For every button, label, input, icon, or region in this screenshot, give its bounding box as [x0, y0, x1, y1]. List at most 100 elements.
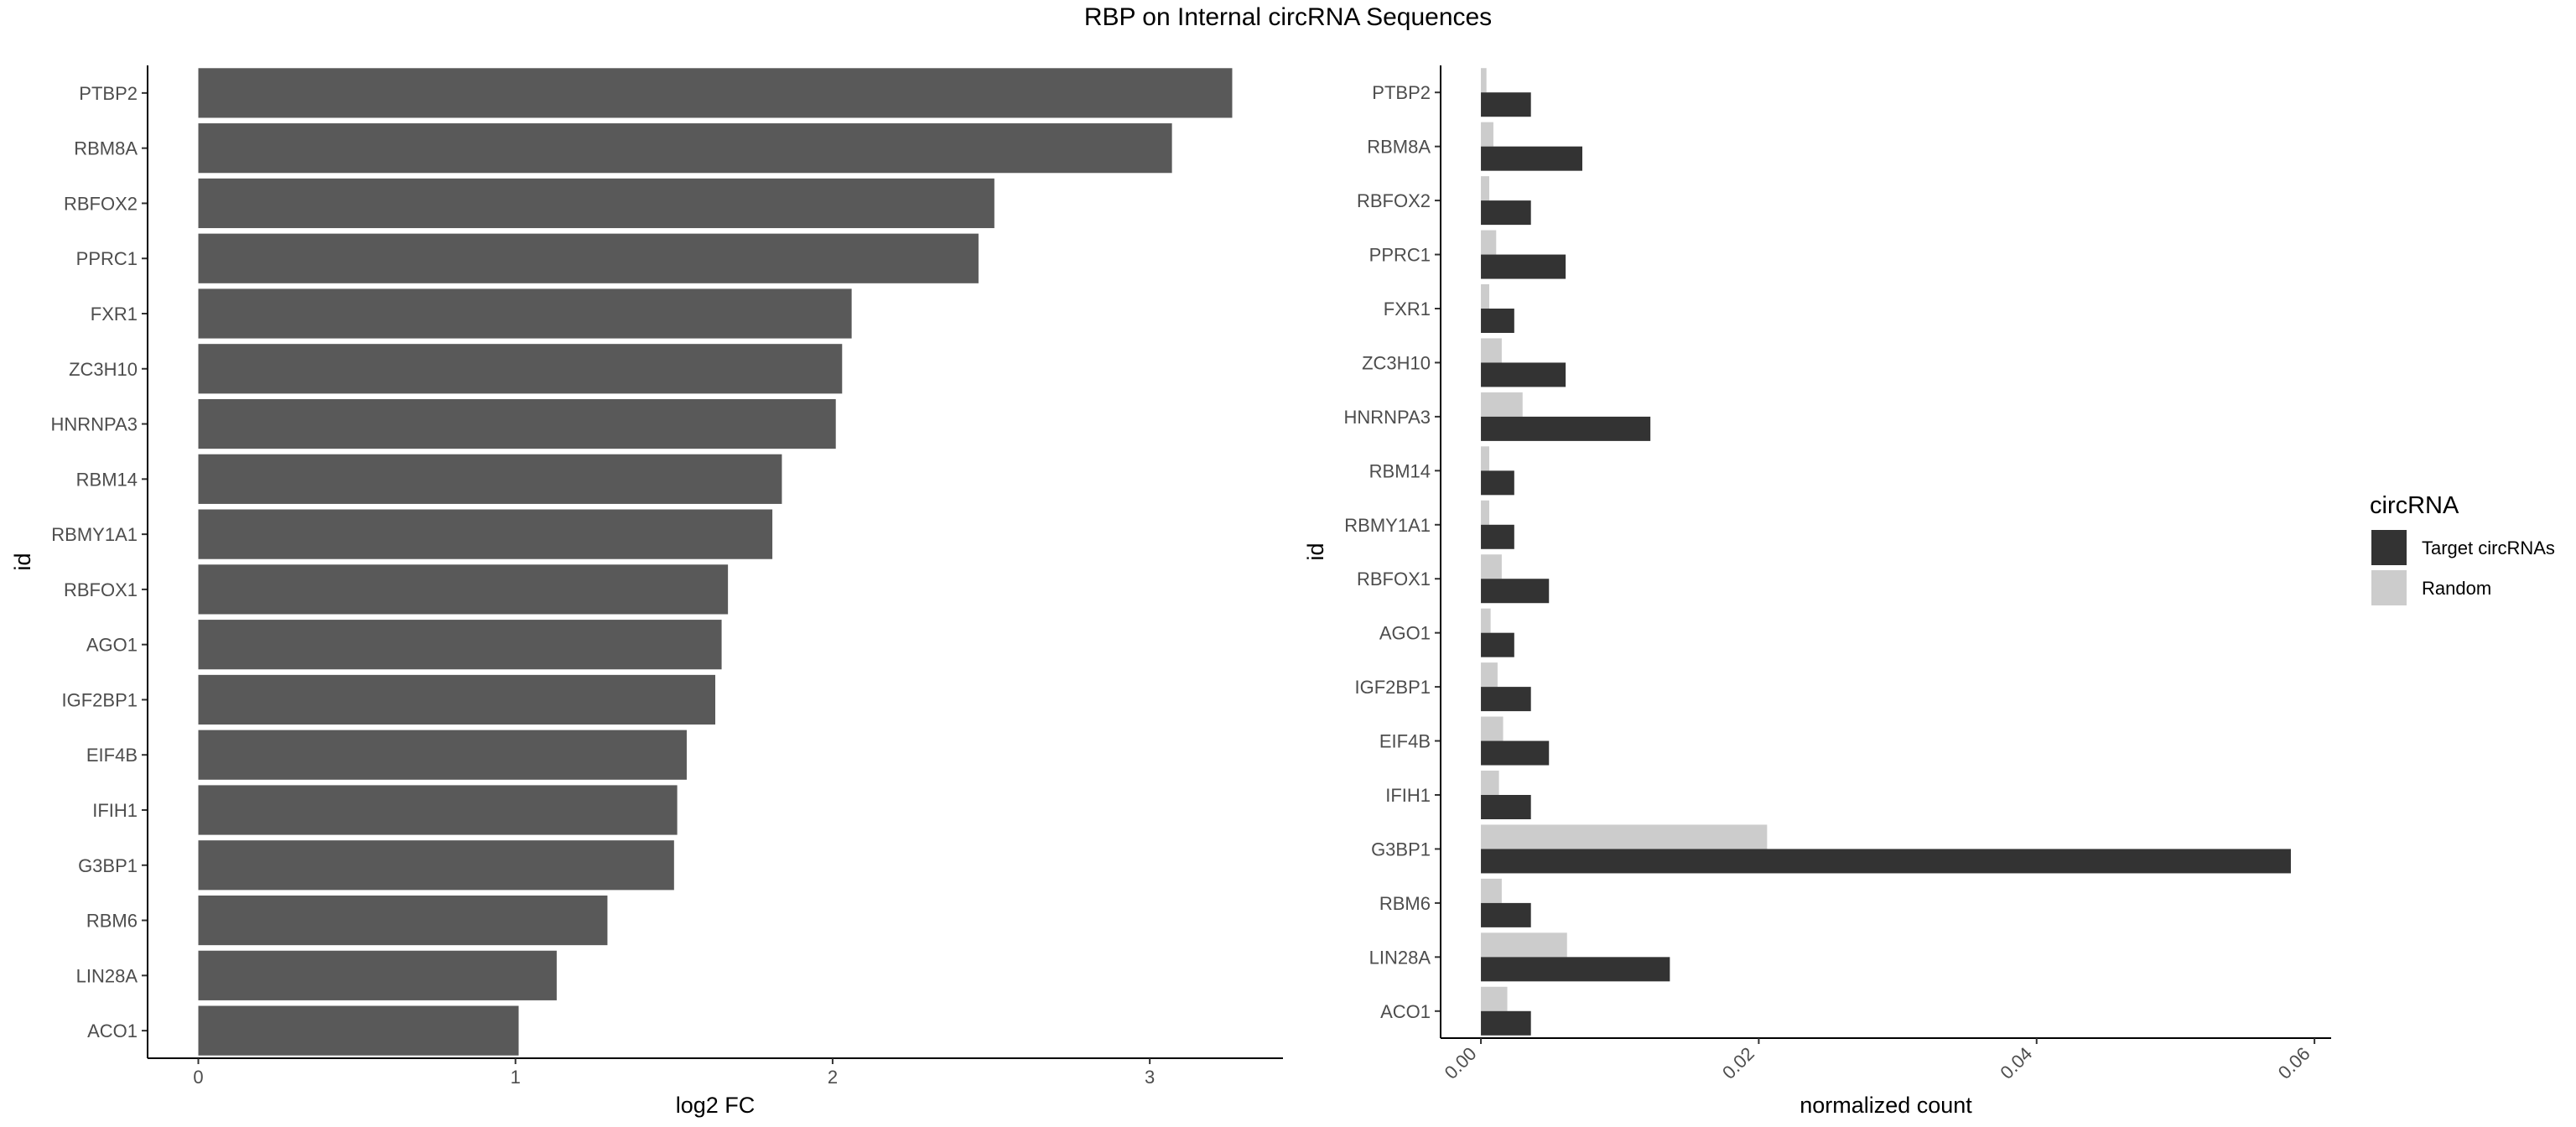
y-tick-label: HNRNPA3 [1343, 407, 1431, 428]
y-tick-label: G3BP1 [1371, 839, 1431, 860]
bar-target-aco1 [1481, 1010, 1531, 1036]
bar-random-ago1 [1481, 608, 1491, 633]
legend-swatch-random [2371, 570, 2407, 605]
y-tick-label: EIF4B [86, 745, 138, 766]
y-tick-label: LIN28A [76, 965, 138, 986]
bar-random-hnrnpa3 [1481, 392, 1523, 417]
bar-target-rbmy1a1 [1481, 524, 1514, 549]
bar-target-pprc1 [1481, 254, 1566, 279]
bar-fxr1 [198, 288, 852, 339]
bar-target-fxr1 [1481, 309, 1514, 333]
y-tick-label: PPRC1 [1369, 245, 1431, 266]
y-axis-title: id [10, 553, 35, 570]
normalized-count-panel: PTBP2 RBM8A RBFOX2 PPRC1 FXR1 ZC3H10 HNRNPA3 RB… [1303, 65, 2331, 1118]
bar-target-ago1 [1481, 632, 1514, 657]
y-tick-label: ACO1 [87, 1021, 138, 1041]
y-axis-title: id [1303, 543, 1328, 560]
bar-lin28a [198, 950, 557, 1000]
bar-target-ifih1 [1481, 795, 1531, 819]
y-tick-label: EIF4B [1379, 731, 1431, 752]
bar-random-igf2bp1 [1481, 662, 1498, 688]
bar-rbm14 [198, 454, 782, 504]
bar-target-rbfox1 [1481, 579, 1550, 604]
x-tick-label: 3 [1145, 1067, 1155, 1088]
y-tick-label: RBM14 [1369, 460, 1431, 481]
bar-igf2bp1 [198, 674, 715, 725]
x-tick-label: 0.02 [1718, 1043, 1758, 1083]
y-tick-label: AGO1 [86, 635, 138, 656]
y-tick-label: RBFOX1 [64, 579, 138, 600]
y-tick-label: RBFOX2 [1357, 190, 1431, 211]
y-tick-label: RBM14 [76, 469, 138, 490]
y-tick-label: HNRNPA3 [50, 414, 138, 435]
y-tick-label: PPRC1 [76, 248, 138, 269]
bar-random-ifih1 [1481, 771, 1499, 795]
bar-rbm6 [198, 895, 608, 946]
y-tick-label: FXR1 [1384, 299, 1431, 319]
bar-random-eif4b [1481, 716, 1504, 741]
bar-target-eif4b [1481, 740, 1550, 766]
y-tick-label: LIN28A [1369, 947, 1431, 968]
legend-swatch-target-circrnas [2371, 530, 2407, 565]
x-tick-label: 0 [193, 1067, 203, 1088]
bar-hnrnpa3 [198, 398, 836, 449]
y-tick-label: RBM8A [74, 138, 138, 159]
y-tick-label: RBMY1A1 [51, 524, 138, 545]
x-axis-title: log2 FC [676, 1093, 756, 1118]
legend-label-random: Random [2422, 578, 2491, 599]
bar-rbfox1 [198, 564, 729, 615]
bar-random-rbm6 [1481, 878, 1502, 903]
y-tick-label: RBFOX2 [64, 193, 138, 214]
page-title: RBP on Internal circRNA Sequences [1083, 3, 1493, 31]
bar-random-pprc1 [1481, 230, 1497, 255]
log2fc-panel: PTBP2 RBM8A RBFOX2 PPRC1 FXR1 ZC3H10 HNRNPA3 RB… [10, 65, 1283, 1118]
bar-target-rbm8a [1481, 146, 1582, 171]
y-tick-label: RBM6 [1379, 893, 1431, 914]
bar-target-ptbp2 [1481, 92, 1531, 117]
y-tick-label: RBM8A [1367, 137, 1431, 158]
bar-g3bp1 [198, 840, 674, 891]
x-tick-label: 0.00 [1441, 1043, 1481, 1083]
bar-random-rbfox2 [1481, 176, 1489, 201]
y-tick-label: PTBP2 [79, 83, 138, 104]
y-tick-label: PTBP2 [1372, 82, 1431, 103]
y-tick-label: AGO1 [1379, 623, 1431, 644]
y-tick-label: RBMY1A1 [1344, 515, 1431, 536]
y-tick-label: FXR1 [91, 304, 138, 325]
bar-rbmy1a1 [198, 509, 773, 559]
y-tick-label: RBFOX1 [1357, 569, 1431, 589]
y-tick-label: ZC3H10 [69, 359, 138, 380]
bar-aco1 [198, 1005, 519, 1056]
bar-target-rbm14 [1481, 470, 1514, 496]
x-tick-label: 1 [511, 1067, 521, 1088]
y-tick-label: IGF2BP1 [62, 689, 138, 710]
bar-random-rbfox1 [1481, 554, 1502, 579]
y-tick-label: G3BP1 [78, 855, 138, 876]
bar-target-zc3h10 [1481, 362, 1566, 387]
legend-label-target-circrnas: Target circRNAs [2422, 538, 2555, 558]
bar-zc3h10 [198, 344, 843, 394]
bar-ago1 [198, 620, 722, 670]
y-tick-label: IFIH1 [92, 800, 138, 821]
y-tick-label: IGF2BP1 [1355, 677, 1431, 698]
x-tick-label: 2 [828, 1067, 838, 1088]
bar-random-zc3h10 [1481, 338, 1502, 363]
legend-title: circRNA [2370, 492, 2459, 519]
bar-target-rbm6 [1481, 902, 1531, 927]
bar-random-lin28a [1481, 932, 1567, 958]
bar-random-rbmy1a1 [1481, 500, 1489, 525]
bar-target-lin28a [1481, 957, 1670, 982]
bar-random-rbm14 [1481, 446, 1489, 471]
y-tick-label: IFIH1 [1385, 785, 1431, 806]
bar-pprc1 [198, 233, 979, 283]
bar-random-fxr1 [1481, 284, 1489, 309]
bar-random-rbm8a [1481, 122, 1493, 147]
bar-target-rbfox2 [1481, 200, 1531, 226]
bar-eif4b [198, 730, 687, 780]
bar-ifih1 [198, 785, 678, 835]
bar-target-igf2bp1 [1481, 687, 1531, 712]
bar-rbfox2 [198, 178, 995, 229]
x-tick-label: 0.04 [1996, 1043, 2036, 1083]
bar-target-g3bp1 [1481, 849, 2291, 874]
